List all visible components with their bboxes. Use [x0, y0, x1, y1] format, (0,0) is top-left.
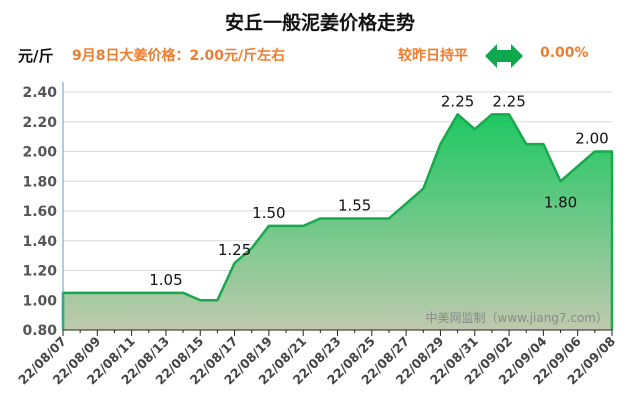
data-label: 2.25 — [492, 92, 525, 110]
data-point — [182, 291, 185, 294]
data-point — [216, 299, 219, 302]
y-tick-label: 1.80 — [22, 174, 57, 190]
y-tick-label: 2.00 — [22, 145, 57, 161]
data-label: 2.25 — [441, 92, 474, 110]
data-point — [508, 113, 511, 116]
y-tick-label: 1.40 — [22, 234, 57, 250]
data-point — [199, 299, 202, 302]
data-point — [302, 224, 305, 227]
left-right-arrow-icon — [485, 44, 523, 68]
compare-text: 较昨日持平 — [398, 48, 468, 64]
chart-title: 安丘一般泥姜价格走势 — [224, 12, 415, 34]
change-percent: 0.00% — [540, 45, 589, 61]
price-info: 9月8日大姜价格：2.00元/斤左右 — [72, 48, 286, 64]
data-point — [593, 150, 596, 153]
y-tick-label: 0.80 — [22, 323, 57, 339]
data-point — [164, 291, 167, 294]
y-tick-label: 1.00 — [22, 293, 57, 309]
data-label: 1.80 — [544, 193, 577, 211]
area-fill — [63, 114, 612, 330]
data-point — [490, 113, 493, 116]
data-point — [267, 224, 270, 227]
y-tick-label: 1.20 — [22, 264, 57, 280]
data-point — [233, 262, 236, 265]
data-point — [439, 143, 442, 146]
y-tick-label: 1.60 — [22, 204, 57, 220]
data-point — [576, 165, 579, 168]
data-point — [147, 291, 150, 294]
watermark: 中美网监制（www.jiang7.com） — [426, 310, 608, 325]
data-point — [473, 128, 476, 131]
data-point — [370, 217, 373, 220]
data-point — [319, 217, 322, 220]
data-label: 2.00 — [575, 130, 608, 148]
data-point — [130, 291, 133, 294]
data-point — [559, 180, 562, 183]
y-tick-label: 2.40 — [22, 85, 57, 101]
data-label: 1.25 — [218, 241, 251, 259]
data-label: 1.55 — [338, 196, 371, 214]
data-point — [96, 291, 99, 294]
data-point — [336, 217, 339, 220]
data-point — [611, 150, 613, 153]
data-point — [525, 143, 528, 146]
y-tick-label: 2.20 — [22, 115, 57, 131]
data-point — [387, 217, 390, 220]
data-point — [542, 143, 545, 146]
data-point — [405, 202, 408, 205]
data-point — [353, 217, 356, 220]
data-label: 1.05 — [149, 271, 182, 289]
data-point — [250, 247, 253, 250]
data-point — [113, 291, 116, 294]
data-point — [456, 113, 459, 116]
data-point — [285, 224, 288, 227]
unit-label: 元/斤 — [18, 47, 54, 65]
data-point — [422, 187, 425, 190]
data-point — [79, 291, 82, 294]
data-label: 1.50 — [252, 204, 285, 222]
